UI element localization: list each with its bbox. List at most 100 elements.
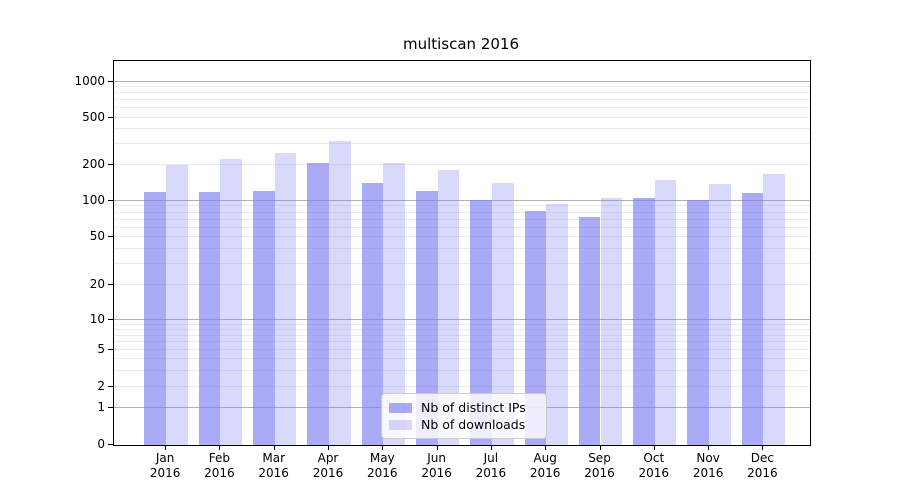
- plot-area: Nb of distinct IPs Nb of downloads: [113, 60, 811, 446]
- x-tick-mark-mar: [273, 445, 275, 450]
- gridline-60: [114, 226, 810, 228]
- y-tick-mark-200: [108, 163, 113, 165]
- x-tick-year: 2016: [475, 466, 507, 480]
- x-tick-label-jan: Jan 2016: [137, 451, 193, 481]
- y-tick-label-5: 5: [97, 342, 105, 357]
- gridline-8: [114, 328, 810, 330]
- bar-distinct-ips-aug: [524, 210, 547, 445]
- bars-layer: [114, 61, 810, 445]
- gridline-5: [114, 349, 810, 351]
- y-tick-label-50: 50: [89, 228, 105, 243]
- y-tick-label-2: 2: [97, 379, 105, 394]
- y-tick-label-10: 10: [89, 312, 105, 326]
- bar-downloads-apr: [329, 140, 351, 445]
- gridline-90: [114, 205, 810, 207]
- x-tick-mark-nov: [708, 445, 710, 450]
- y-tick-mark-2: [108, 386, 113, 388]
- y-tick-mark-10: [108, 319, 113, 320]
- x-tick-month: Jun: [427, 451, 446, 465]
- gridline-500: [114, 116, 810, 118]
- x-tick-year: 2016: [258, 466, 289, 480]
- x-tick-mark-sep: [599, 445, 601, 450]
- y-tick-label-20: 20: [89, 276, 105, 291]
- gridline-9: [114, 323, 810, 325]
- legend-swatch-downloads: [389, 419, 412, 430]
- y-tick-label-100: 100: [82, 193, 105, 207]
- gridline-10: [114, 319, 810, 321]
- chart-title: multiscan 2016: [402, 35, 520, 53]
- x-tick-year: 2016: [367, 466, 398, 480]
- x-tick-month: Apr: [317, 451, 339, 465]
- x-tick-mark-aug: [545, 445, 547, 450]
- x-tick-year: 2016: [312, 466, 344, 480]
- bar-distinct-ips-dec: [741, 192, 764, 445]
- x-tick-year: 2016: [692, 466, 724, 480]
- x-tick-label-mar: Mar 2016: [246, 451, 302, 481]
- y-tick-mark-5: [108, 349, 113, 351]
- bar-downloads-mar: [274, 153, 297, 445]
- gridline-800: [114, 92, 810, 94]
- gridline-400: [114, 128, 810, 130]
- bar-downloads-jan: [166, 164, 188, 445]
- bar-distinct-ips-jul: [470, 199, 492, 445]
- x-tick-label-may: May 2016: [354, 451, 410, 481]
- bar-distinct-ips-sep: [578, 216, 601, 445]
- gridline-80: [114, 211, 810, 213]
- x-tick-month: Feb: [208, 451, 231, 465]
- gridline-20: [114, 284, 810, 285]
- bar-downloads-may: [383, 163, 405, 445]
- gridline-4: [114, 358, 810, 360]
- y-tick-label-500: 500: [82, 109, 105, 124]
- x-tick-month: Oct: [643, 451, 665, 465]
- x-tick-year: 2016: [421, 466, 452, 480]
- legend-swatch-distinct-ips: [389, 402, 412, 413]
- x-tick-year: 2016: [204, 466, 235, 480]
- bar-distinct-ips-feb: [198, 191, 221, 445]
- y-tick-label-0: 0: [97, 437, 105, 451]
- bar-distinct-ips-may: [361, 183, 384, 445]
- gridline-300: [114, 143, 810, 145]
- bar-downloads-nov: [709, 183, 731, 445]
- bar-downloads-jul: [491, 182, 514, 445]
- y-tick-mark-0: [108, 444, 113, 445]
- legend-label-distinct-ips: Nb of distinct IPs: [421, 400, 526, 415]
- bar-distinct-ips-jun: [415, 191, 438, 445]
- y-tick-mark-1000: [108, 80, 113, 82]
- x-tick-label-jun: Jun 2016: [409, 451, 465, 481]
- legend-label-downloads: Nb of downloads: [421, 417, 526, 432]
- bar-downloads-jun: [437, 169, 460, 445]
- x-tick-month: Jan: [155, 451, 175, 465]
- y-tick-label-1: 1: [97, 400, 105, 415]
- x-tick-label-jul: Jul 2016: [463, 451, 519, 481]
- x-tick-month: Dec: [750, 451, 774, 465]
- x-tick-year: 2016: [584, 466, 615, 480]
- y-tick-label-200: 200: [82, 156, 105, 171]
- x-tick-month: May: [369, 451, 395, 465]
- gridline-1000: [114, 80, 810, 82]
- x-tick-label-apr: Apr 2016: [300, 451, 356, 481]
- legend: Nb of distinct IPs Nb of downloads: [381, 393, 547, 439]
- gridline-2: [114, 386, 810, 388]
- x-tick-label-feb: Feb 2016: [191, 451, 247, 481]
- gridline-layer: [114, 61, 810, 445]
- bar-downloads-feb: [220, 158, 243, 445]
- x-tick-month: Nov: [696, 451, 720, 465]
- x-tick-label-sep: Sep 2016: [572, 451, 628, 481]
- bar-distinct-ips-nov: [687, 199, 710, 445]
- gridline-50: [114, 236, 810, 237]
- x-tick-label-dec: Dec 2016: [734, 451, 790, 481]
- x-tick-year: 2016: [529, 466, 561, 480]
- x-tick-month: Sep: [588, 451, 611, 465]
- bar-downloads-aug: [546, 203, 568, 445]
- gridline-40: [114, 247, 810, 249]
- x-tick-month: Aug: [533, 451, 557, 465]
- legend-row-distinct-ips: Nb of distinct IPs: [389, 399, 539, 416]
- gridline-200: [114, 164, 810, 165]
- x-tick-label-oct: Oct 2016: [626, 451, 682, 481]
- bar-distinct-ips-jan: [144, 191, 167, 445]
- bar-downloads-oct: [654, 179, 677, 445]
- x-tick-label-nov: Nov 2016: [680, 451, 736, 481]
- bar-downloads-sep: [600, 197, 623, 445]
- y-tick-label-1000: 1000: [74, 73, 105, 88]
